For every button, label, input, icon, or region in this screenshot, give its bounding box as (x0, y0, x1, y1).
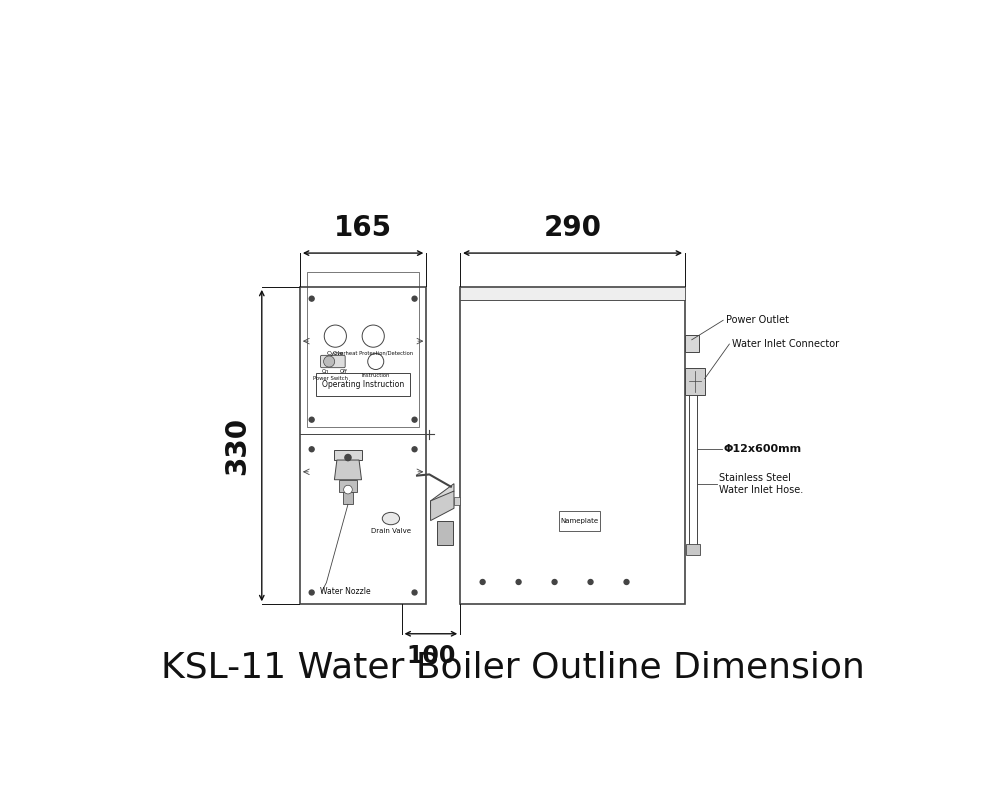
Text: Φ12x600mm: Φ12x600mm (723, 444, 801, 454)
Circle shape (344, 486, 352, 494)
Polygon shape (431, 484, 454, 508)
Text: 330: 330 (223, 417, 251, 474)
Bar (334, 450, 362, 460)
Text: Off: Off (340, 369, 348, 374)
Text: On: On (322, 369, 329, 374)
Circle shape (624, 579, 629, 585)
Bar (316, 373, 410, 397)
Circle shape (309, 418, 314, 422)
Circle shape (324, 325, 346, 347)
Bar (300, 287, 426, 604)
Text: 290: 290 (544, 214, 602, 242)
Text: KSL-11 Water Boiler Outline Dimension: KSL-11 Water Boiler Outline Dimension (161, 650, 864, 685)
Text: Operating Instruction: Operating Instruction (322, 380, 404, 389)
Bar (686, 544, 700, 555)
Circle shape (309, 446, 314, 452)
Bar (343, 492, 353, 504)
Text: Power Outlet: Power Outlet (726, 315, 789, 326)
Circle shape (368, 354, 384, 370)
Polygon shape (334, 460, 362, 480)
Circle shape (309, 590, 314, 595)
Bar (339, 480, 357, 492)
Text: Power Switch: Power Switch (313, 376, 348, 382)
Polygon shape (431, 491, 454, 521)
Text: Stainless Steel: Stainless Steel (719, 473, 791, 483)
FancyBboxPatch shape (321, 355, 345, 368)
Circle shape (309, 296, 314, 301)
Bar (460, 287, 685, 300)
Bar (559, 510, 600, 531)
Bar (454, 498, 460, 506)
Circle shape (412, 446, 417, 452)
Text: Overheat Protection/Detection: Overheat Protection/Detection (333, 351, 413, 356)
Text: 165: 165 (334, 214, 392, 242)
Text: Instruction: Instruction (362, 374, 390, 378)
Text: Nameplate: Nameplate (560, 518, 598, 524)
Text: Drain Valve: Drain Valve (371, 529, 411, 534)
Text: Cycle: Cycle (327, 351, 344, 356)
Text: Water Inlet Hose.: Water Inlet Hose. (719, 485, 803, 495)
Circle shape (412, 590, 417, 595)
Circle shape (362, 325, 384, 347)
Circle shape (588, 579, 593, 585)
Text: 100: 100 (406, 644, 456, 668)
Bar (307, 272, 419, 427)
Text: Water Nozzle: Water Nozzle (320, 587, 371, 596)
Text: Water Inlet Connector: Water Inlet Connector (732, 339, 840, 349)
Circle shape (480, 579, 485, 585)
Bar (460, 287, 685, 604)
Circle shape (324, 356, 335, 367)
Bar (685, 334, 699, 352)
Bar (685, 368, 705, 395)
Bar (437, 521, 453, 546)
Circle shape (552, 579, 557, 585)
Circle shape (412, 418, 417, 422)
Circle shape (412, 296, 417, 301)
Ellipse shape (382, 512, 400, 525)
Circle shape (516, 579, 521, 585)
Circle shape (345, 454, 351, 461)
